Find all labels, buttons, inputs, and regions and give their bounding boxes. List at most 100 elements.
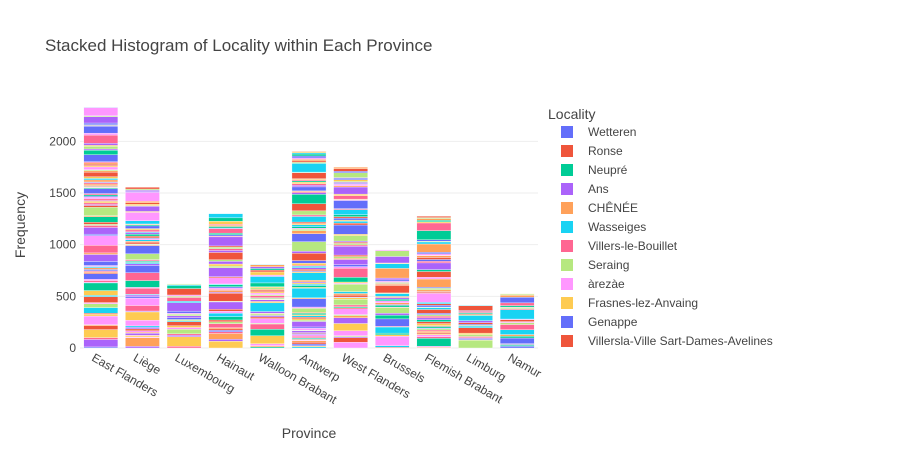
bar-segment [333, 297, 368, 300]
legend-swatch[interactable] [561, 202, 573, 214]
bar-segment [83, 315, 119, 325]
bar-segment [208, 259, 243, 262]
legend-entry[interactable]: Villersla-Ville Sart-Dames-Avelines [588, 334, 773, 348]
bar-segment [291, 308, 327, 313]
legend-swatch[interactable] [561, 145, 573, 157]
bar-segment [291, 282, 327, 285]
legend-swatch[interactable] [561, 278, 573, 290]
legend-swatch[interactable] [561, 297, 573, 309]
legend-entry[interactable]: Genappe [588, 315, 638, 329]
bar-segment [375, 326, 410, 334]
bar-segment [250, 287, 285, 290]
bar-segment [333, 323, 368, 331]
bar-segment [250, 268, 285, 271]
bar-segment [250, 294, 285, 296]
bar-segment [208, 217, 243, 222]
bar-segment [208, 321, 243, 324]
bar-segment [83, 198, 119, 201]
bar-segment [291, 192, 327, 195]
bar-segment [291, 203, 327, 212]
legend-swatch[interactable] [561, 316, 573, 328]
legend-entry[interactable]: CHÊNÉE [588, 200, 638, 215]
bar-segment [375, 281, 410, 283]
legend-entry[interactable]: Wasseiges [588, 220, 646, 234]
bar-segment [291, 230, 327, 234]
bar-segment [416, 257, 452, 260]
bar-segment [83, 296, 119, 303]
bar-segment [333, 254, 368, 257]
bar-segment [291, 226, 327, 229]
bar-segment [83, 148, 119, 151]
bar-segment [291, 288, 327, 299]
bar-segment [250, 295, 285, 298]
bar-segment [291, 191, 327, 193]
bar-segment [291, 272, 327, 281]
bar-segment [125, 328, 160, 331]
bar-segment [250, 291, 285, 294]
bar-segment [291, 279, 327, 283]
x-tick-label: Namur [506, 350, 544, 380]
bar-segment [83, 282, 119, 291]
bar-segment [333, 235, 368, 242]
legend-entry[interactable]: Villers-le-Bouillet [588, 239, 678, 253]
bar-segment [416, 216, 452, 218]
bar-segment [125, 201, 160, 203]
bar-segment [83, 176, 119, 179]
bar-segment [333, 240, 368, 243]
bar-segment [166, 334, 202, 337]
bar-segment [250, 311, 285, 314]
bar-segment [125, 220, 160, 225]
legend: Locality Wetteren Ronse Neupré Ans CHÊNÉE Was… [548, 106, 773, 348]
legend-swatch[interactable] [561, 335, 573, 347]
bar-segment [83, 290, 119, 296]
bar-segment [499, 324, 535, 330]
bar-segment [291, 315, 327, 318]
bar-segment [208, 252, 243, 260]
legend-swatch[interactable] [561, 221, 573, 233]
bar-segment [83, 182, 119, 185]
bar-segment [291, 342, 327, 345]
bar-segment [83, 337, 119, 340]
legend-entry[interactable]: Frasnes-lez-Anvaing [588, 296, 698, 310]
bar-segment [333, 244, 368, 247]
legend-entry[interactable]: àrezàe [588, 277, 625, 291]
legend-entry[interactable]: Wetteren [588, 125, 636, 139]
bar-segment [166, 313, 202, 317]
bar-segment [166, 325, 202, 328]
legend-entry[interactable]: Ans [588, 182, 609, 196]
legend-title: Locality [548, 106, 595, 122]
bar-segment [83, 329, 119, 338]
bar-segment [83, 222, 119, 225]
bar-segment [416, 220, 452, 222]
legend-swatch[interactable] [561, 126, 573, 138]
bar-segment [125, 188, 160, 191]
bar-segment [291, 328, 327, 331]
bar-segment [83, 162, 119, 165]
bar-segment [291, 181, 327, 184]
bar-segment [291, 194, 327, 204]
bar-segment [375, 293, 410, 297]
bar-segment [375, 307, 410, 314]
legend-swatch[interactable] [561, 259, 573, 271]
bar-segment [166, 329, 202, 335]
bar-segment [291, 251, 327, 254]
bar-segment [375, 249, 410, 251]
bar-segment [250, 289, 285, 292]
bar-segment [333, 298, 368, 306]
legend-entry[interactable]: Ronse [588, 144, 623, 158]
bar-segment [125, 228, 160, 231]
bar-segment [333, 243, 368, 246]
bar-segment [125, 245, 160, 255]
bar-segment [291, 153, 327, 157]
bar-segment [125, 337, 160, 347]
legend-swatch[interactable] [561, 240, 573, 252]
bar-segment [499, 297, 535, 304]
legend-swatch[interactable] [561, 164, 573, 176]
bar-segment [416, 319, 452, 322]
legend-entry[interactable]: Neupré [588, 163, 628, 177]
bar-segment [83, 107, 119, 117]
bar-segment [83, 197, 119, 200]
bar-segment [416, 278, 452, 288]
legend-entry[interactable]: Seraing [588, 258, 629, 272]
legend-swatch[interactable] [561, 183, 573, 195]
